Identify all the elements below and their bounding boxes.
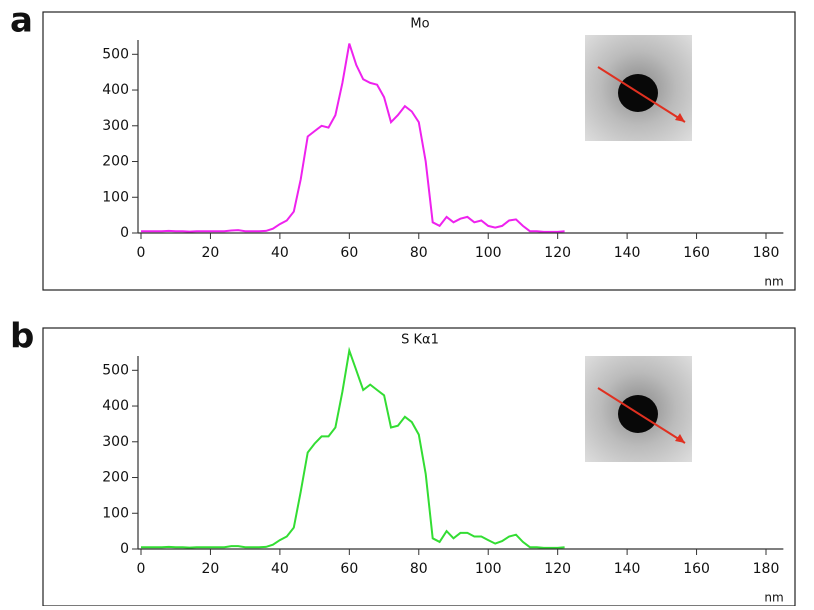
x-axis-label: nm bbox=[764, 591, 783, 605]
x-tick-label: 180 bbox=[753, 245, 780, 261]
x-axis-label: nm bbox=[764, 275, 783, 289]
data-line bbox=[141, 43, 565, 233]
x-tick-label: 160 bbox=[683, 245, 710, 261]
x-tick-label: 80 bbox=[410, 245, 428, 261]
y-tick-label: 300 bbox=[102, 434, 129, 450]
x-tick-label: 140 bbox=[614, 245, 641, 261]
inset-image bbox=[585, 356, 692, 462]
x-tick-label: 100 bbox=[475, 561, 502, 577]
inset-image bbox=[585, 35, 692, 141]
y-tick-label: 300 bbox=[102, 118, 129, 134]
y-tick-label: 500 bbox=[102, 46, 129, 62]
x-tick-label: 80 bbox=[410, 561, 428, 577]
y-tick-label: 400 bbox=[102, 398, 129, 414]
x-tick-label: 120 bbox=[544, 245, 571, 261]
chart-title: S Kα1 bbox=[401, 333, 439, 348]
y-tick-label: 100 bbox=[102, 189, 129, 205]
x-tick-label: 0 bbox=[137, 561, 146, 577]
data-line bbox=[141, 346, 565, 549]
x-tick-label: 40 bbox=[271, 245, 289, 261]
x-tick-label: 20 bbox=[202, 561, 220, 577]
x-tick-label: 120 bbox=[544, 561, 571, 577]
x-tick-label: 60 bbox=[340, 561, 358, 577]
x-tick-label: 140 bbox=[614, 561, 641, 577]
y-tick-label: 200 bbox=[102, 154, 129, 170]
y-tick-label: 0 bbox=[120, 225, 129, 241]
x-tick-label: 100 bbox=[475, 245, 502, 261]
chart-title: Mo bbox=[410, 17, 429, 32]
y-tick-label: 400 bbox=[102, 82, 129, 98]
y-tick-label: 200 bbox=[102, 470, 129, 486]
panel-frame bbox=[42, 11, 796, 291]
y-tick-label: 0 bbox=[120, 541, 129, 557]
x-tick-label: 40 bbox=[271, 561, 289, 577]
panel-label: b bbox=[10, 317, 34, 357]
x-tick-label: 160 bbox=[683, 561, 710, 577]
y-tick-label: 500 bbox=[102, 362, 129, 378]
x-tick-label: 180 bbox=[753, 561, 780, 577]
x-tick-label: 60 bbox=[340, 245, 358, 261]
panel-label: a bbox=[10, 1, 33, 41]
x-tick-label: 20 bbox=[202, 245, 220, 261]
x-tick-label: 0 bbox=[137, 245, 146, 261]
y-tick-label: 100 bbox=[102, 505, 129, 521]
